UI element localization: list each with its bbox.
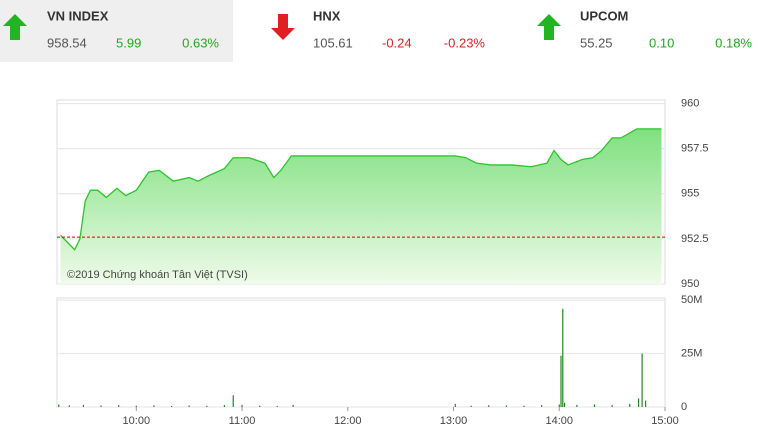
y-tick-label: 25M bbox=[681, 347, 702, 359]
volume-bar bbox=[292, 404, 294, 407]
volume-bar bbox=[68, 405, 70, 407]
y-tick-label: 50M bbox=[681, 294, 702, 306]
volume-bar bbox=[576, 404, 578, 407]
volume-bar bbox=[82, 404, 85, 407]
volume-bar bbox=[611, 405, 613, 407]
volume-bar bbox=[135, 405, 137, 407]
x-tick-label: 15:00 bbox=[651, 415, 679, 427]
volume-bar bbox=[563, 402, 566, 407]
x-tick-label: 14:00 bbox=[545, 415, 573, 427]
y-tick-label: 950 bbox=[681, 278, 699, 290]
volume-bar bbox=[153, 405, 155, 407]
volume-bar bbox=[523, 405, 525, 407]
area bbox=[60, 128, 662, 284]
volume-bar bbox=[118, 405, 120, 407]
volume-bar bbox=[488, 405, 490, 407]
volume-bar bbox=[232, 395, 234, 407]
volume-bar bbox=[58, 404, 60, 407]
index-change: 0.10 bbox=[649, 35, 674, 50]
up-arrow bbox=[3, 14, 27, 40]
up-arrow bbox=[537, 14, 561, 40]
index-percent: 0.18% bbox=[715, 35, 752, 50]
volume-bar bbox=[560, 355, 562, 407]
volume-bar bbox=[629, 403, 631, 407]
volume-bar bbox=[100, 405, 102, 407]
index-percent: -0.23% bbox=[444, 35, 486, 50]
x-tick-label: 11:00 bbox=[229, 415, 256, 427]
volume-frame bbox=[56, 297, 666, 408]
price-line bbox=[60, 128, 662, 251]
volume-bar bbox=[637, 398, 640, 407]
index-name: UPCOM bbox=[580, 8, 628, 23]
volume-bar bbox=[562, 308, 564, 407]
volume-bar bbox=[206, 405, 208, 407]
volume-bar bbox=[641, 353, 643, 407]
volume-bar bbox=[241, 404, 243, 407]
volume-bar bbox=[170, 405, 173, 407]
volume-bar bbox=[223, 405, 226, 407]
y-tick-label: 0 bbox=[681, 401, 687, 413]
x-tick-label: 12:00 bbox=[334, 415, 362, 427]
index-name: VN INDEX bbox=[47, 8, 109, 23]
header-panel bbox=[0, 0, 233, 62]
volume-bar bbox=[645, 400, 647, 407]
volume-bar bbox=[454, 403, 456, 407]
index-value: 105.61 bbox=[313, 35, 353, 50]
index-change: 5.99 bbox=[116, 35, 141, 50]
index-name: HNX bbox=[313, 8, 341, 23]
volume-bar bbox=[558, 404, 560, 407]
y-tick-label: 960 bbox=[681, 98, 699, 110]
index-percent: 0.63% bbox=[182, 35, 219, 50]
index-change: -0.24 bbox=[382, 35, 412, 50]
watermark: ©2019 Chứng khoán Tân Việt (TVSI) bbox=[67, 269, 248, 281]
y-tick-label: 957.5 bbox=[681, 143, 709, 155]
y-tick-label: 955 bbox=[681, 188, 699, 200]
x-tick-label: 10:00 bbox=[123, 415, 151, 427]
down-arrow bbox=[271, 14, 295, 40]
index-value: 55.25 bbox=[580, 35, 613, 50]
volume-bar bbox=[276, 405, 278, 407]
volume-bar bbox=[188, 405, 190, 407]
volume-bar bbox=[541, 405, 543, 407]
volume-bar bbox=[505, 405, 507, 407]
volume-bar bbox=[259, 405, 261, 407]
y-tick-label: 952.5 bbox=[681, 233, 709, 245]
index-value: 958.54 bbox=[47, 35, 87, 50]
volume-bar bbox=[470, 405, 472, 407]
volume-bar bbox=[593, 404, 596, 407]
x-tick-label: 13:00 bbox=[440, 415, 468, 427]
